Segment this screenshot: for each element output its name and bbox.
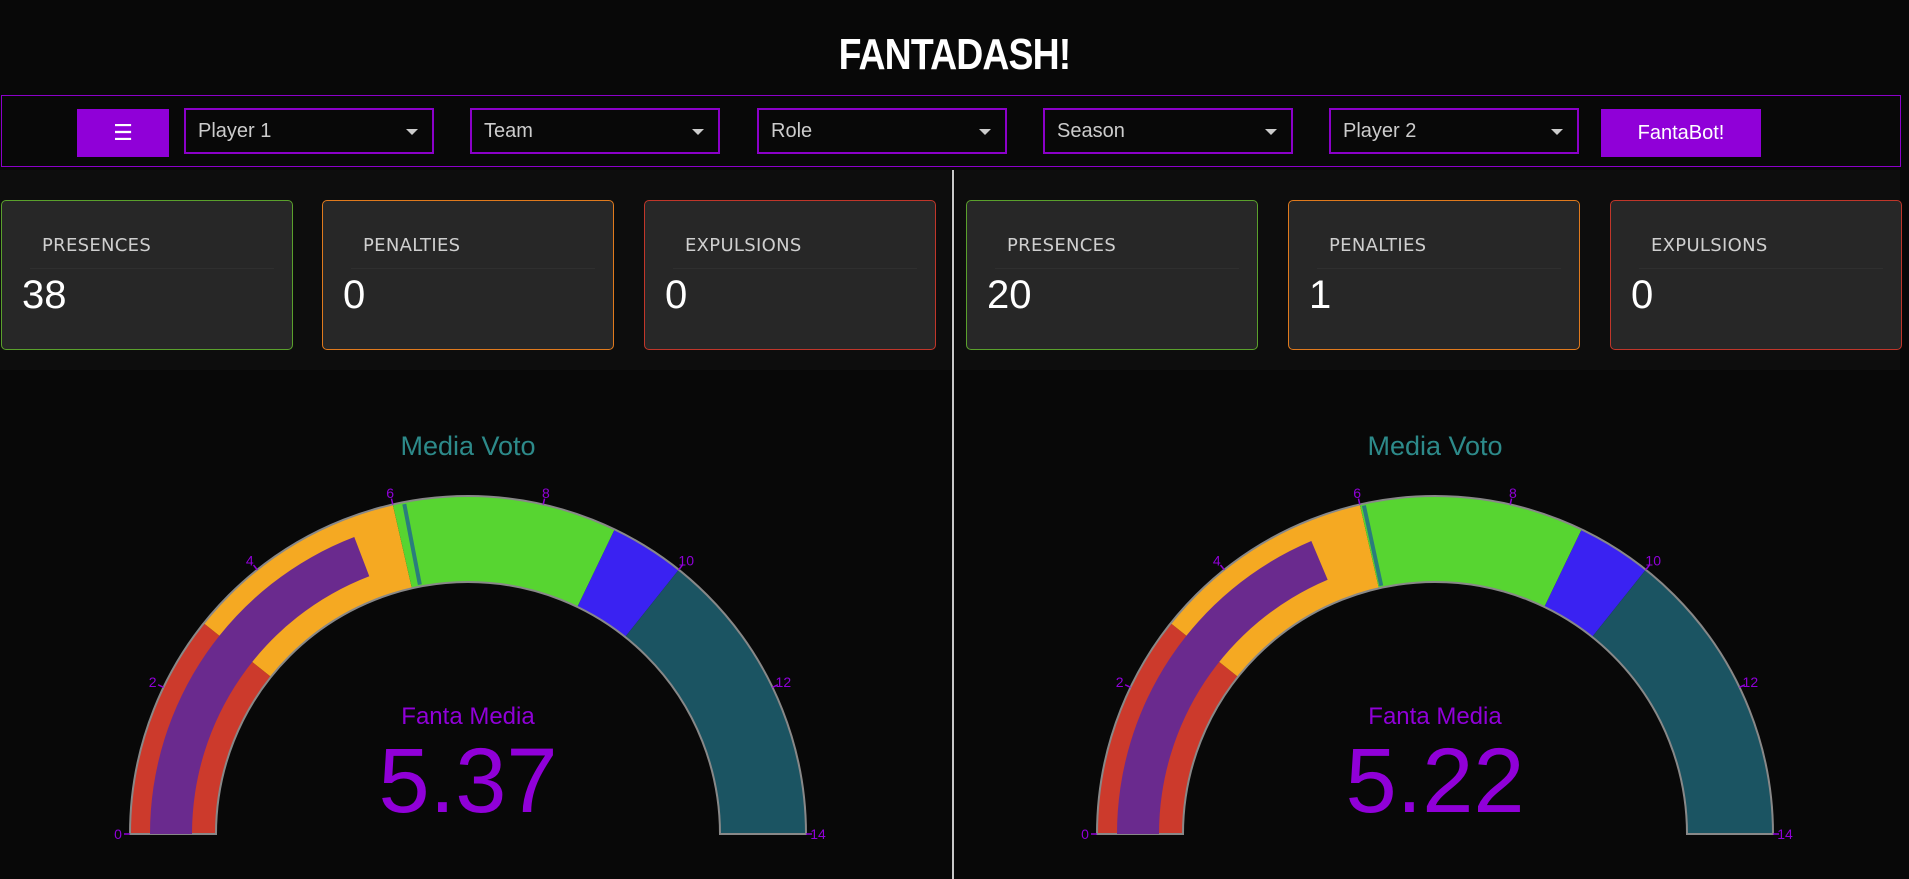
gauge-band-4	[625, 569, 806, 834]
role-dropdown-value: Role	[771, 119, 813, 142]
gauge-band-2	[1359, 496, 1582, 607]
chevron-down-icon	[979, 129, 991, 135]
gauge-threshold-marker	[1361, 505, 1384, 587]
gauge-tick-label: 4	[246, 552, 254, 568]
presences-value: 20	[987, 273, 1032, 317]
gauge-tick-label: 14	[810, 826, 826, 842]
gauge-tick-label: 6	[386, 485, 394, 501]
navbar: ☰ Player 1 Team Role Season Player 2 Fan…	[1, 95, 1901, 167]
gauge-tick	[1645, 564, 1651, 571]
gauge-value-label: Fanta Media	[1368, 703, 1502, 730]
player1-dropdown[interactable]: Player 1	[184, 108, 434, 154]
chevron-down-icon	[692, 129, 704, 135]
gauge-value-bar	[1117, 541, 1328, 834]
menu-button[interactable]: ☰	[77, 109, 169, 157]
gauge-tick	[1219, 564, 1225, 571]
gauge-tick-label: 4	[1213, 552, 1221, 568]
penalties-value: 1	[1309, 273, 1332, 317]
card-divider	[995, 268, 1239, 269]
expulsions-label: EXPULSIONS	[1651, 235, 1768, 256]
gauge-band-2	[392, 496, 615, 607]
gauge-tick-label: 8	[542, 485, 550, 501]
team-dropdown-value: Team	[484, 119, 533, 142]
card-divider	[673, 268, 917, 269]
gauge-tick	[252, 564, 258, 571]
card-divider	[351, 268, 595, 269]
chevron-down-icon	[406, 129, 418, 135]
fantabot-button[interactable]: FantaBot!	[1601, 109, 1761, 157]
penalties-value: 0	[343, 273, 366, 317]
gauge-tick-label: 6	[1353, 485, 1361, 501]
presences-card: PRESENCES 38	[1, 200, 293, 350]
penalties-card: PENALTIES 0	[322, 200, 614, 350]
gauge-tick-label: 2	[149, 674, 157, 690]
presences-card: PRESENCES 20	[966, 200, 1258, 350]
presences-label: PRESENCES	[1007, 235, 1117, 256]
expulsions-card: EXPULSIONS 0	[1610, 200, 1902, 350]
gauge-tick	[1509, 498, 1513, 505]
expulsions-label: EXPULSIONS	[685, 235, 802, 256]
gauge-outline	[1095, 495, 1775, 835]
expulsions-value: 0	[1631, 273, 1654, 317]
penalties-label: PENALTIES	[363, 235, 461, 256]
gauge-tick-label: 8	[1509, 485, 1517, 501]
gauge-band-3	[1544, 529, 1646, 637]
role-dropdown[interactable]: Role	[757, 108, 1007, 154]
gauge-tick	[1124, 684, 1131, 689]
player2-dropdown-value: Player 2	[1343, 119, 1417, 142]
season-dropdown[interactable]: Season	[1043, 108, 1293, 154]
card-divider	[30, 268, 274, 269]
player1-dropdown-value: Player 1	[198, 119, 272, 142]
chevron-down-icon	[1551, 129, 1563, 135]
expulsions-card: EXPULSIONS 0	[644, 200, 936, 350]
gauge-tick	[1739, 684, 1746, 689]
gauge-tick	[542, 498, 546, 505]
gauge-band-3	[577, 529, 679, 637]
team-dropdown[interactable]: Team	[470, 108, 720, 154]
gauge-tick	[157, 684, 164, 689]
expulsions-value: 0	[665, 273, 688, 317]
card-divider	[1639, 268, 1883, 269]
presences-value: 38	[22, 273, 67, 317]
gauge-tick-label: 12	[1743, 674, 1759, 690]
gauge-value: 5.22	[1345, 730, 1524, 832]
gauge-value: 5.37	[378, 730, 557, 832]
gauge-title: Media Voto	[1367, 431, 1502, 461]
app-title: FANTADASH!	[838, 30, 1072, 79]
gauge-value-label: Fanta Media	[401, 703, 535, 730]
gauge-outline	[128, 495, 808, 835]
gauge-value-bar	[150, 537, 370, 834]
gauge-tick-label: 14	[1777, 826, 1793, 842]
penalties-card: PENALTIES 1	[1288, 200, 1580, 350]
menu-icon: ☰	[113, 120, 133, 146]
gauge-tick	[1357, 498, 1361, 505]
gauge-tick	[772, 684, 779, 689]
card-divider	[1317, 268, 1561, 269]
gauge-tick-label: 10	[678, 552, 694, 568]
gauge-tick-label: 12	[776, 674, 792, 690]
gauge-tick	[678, 564, 684, 571]
penalties-label: PENALTIES	[1329, 235, 1427, 256]
chevron-down-icon	[1265, 129, 1277, 135]
season-dropdown-value: Season	[1057, 119, 1125, 142]
gauge-threshold-marker	[402, 503, 422, 585]
gauge-tick-label: 10	[1645, 552, 1661, 568]
panel-divider	[952, 170, 954, 879]
gauge-tick-label: 2	[1116, 674, 1124, 690]
gauge-title: Media Voto	[400, 431, 535, 461]
gauge-band-4	[1592, 569, 1773, 834]
presences-label: PRESENCES	[42, 235, 152, 256]
player2-dropdown[interactable]: Player 2	[1329, 108, 1579, 154]
gauge-tick-label: 0	[114, 826, 122, 842]
gauge-tick	[390, 498, 394, 505]
gauge-tick-label: 0	[1081, 826, 1089, 842]
